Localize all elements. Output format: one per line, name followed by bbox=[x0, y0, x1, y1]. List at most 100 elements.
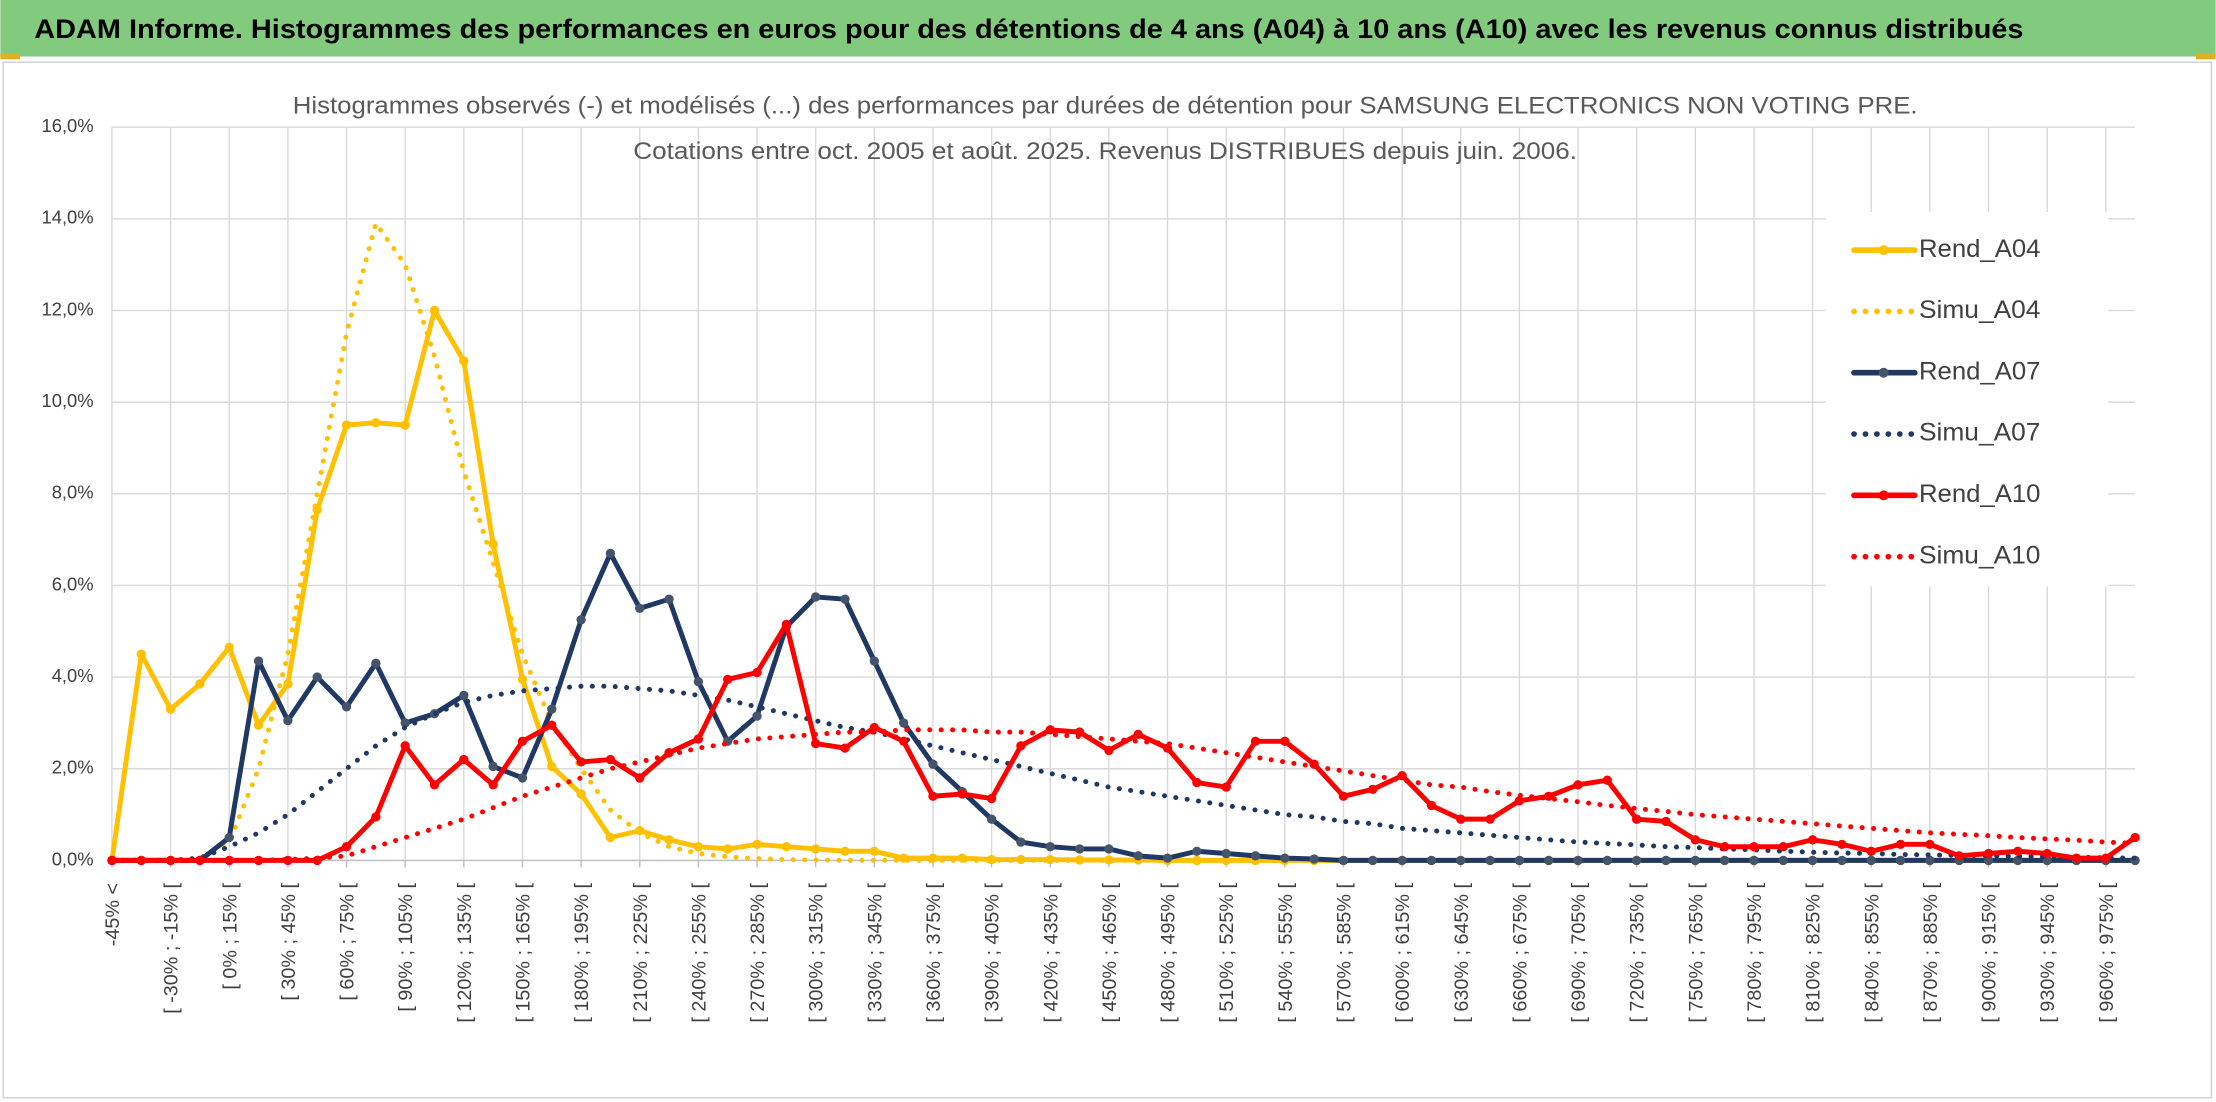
series-marker bbox=[1690, 855, 1700, 866]
series-marker bbox=[986, 793, 997, 804]
series-marker bbox=[576, 789, 586, 799]
series-marker bbox=[957, 789, 967, 799]
series-marker bbox=[1749, 855, 1759, 866]
series-marker bbox=[635, 603, 645, 614]
series-marker bbox=[928, 791, 938, 801]
series-marker bbox=[840, 846, 850, 856]
series-marker bbox=[635, 773, 645, 783]
series-marker bbox=[1104, 745, 1114, 756]
x-tick-label: [ 120% ; 135% [ bbox=[454, 883, 476, 1023]
series-marker bbox=[605, 548, 616, 559]
series-line bbox=[109, 727, 2138, 863]
series-marker bbox=[1397, 770, 1407, 781]
series-marker bbox=[1133, 729, 1143, 740]
series-marker bbox=[1485, 855, 1495, 866]
series-marker bbox=[224, 642, 234, 652]
series-line bbox=[109, 550, 2138, 863]
series-marker bbox=[1192, 846, 1202, 856]
series-marker bbox=[1397, 855, 1407, 866]
series-marker bbox=[341, 420, 352, 430]
legend-label: Simu_A04 bbox=[1919, 296, 2041, 324]
series-marker bbox=[371, 418, 381, 428]
series-marker bbox=[1631, 814, 1642, 824]
legend-label: Rend_A10 bbox=[1919, 480, 2041, 508]
x-tick-label: [ 690% ; 705% [ bbox=[1568, 883, 1590, 1023]
series-marker bbox=[1925, 839, 1935, 850]
legend-label: Rend_A07 bbox=[1919, 357, 2041, 385]
series-marker bbox=[341, 841, 352, 852]
series-marker bbox=[1544, 791, 1554, 801]
series-marker bbox=[1954, 851, 1964, 861]
series-marker bbox=[2013, 846, 2023, 856]
x-tick-label: [ 600% ; 615% [ bbox=[1392, 883, 1414, 1023]
y-tick-label: 2,0% bbox=[52, 757, 94, 778]
series-marker bbox=[1690, 835, 1700, 845]
series-marker bbox=[195, 679, 205, 689]
x-tick-label: [ 930% ; 945% [ bbox=[2037, 883, 2059, 1023]
series-marker bbox=[488, 539, 498, 549]
series-marker bbox=[312, 672, 322, 682]
x-tick-label: [ 960% ; 975% [ bbox=[2096, 883, 2118, 1023]
series-marker bbox=[1631, 855, 1642, 866]
series-marker bbox=[165, 704, 176, 714]
series-marker bbox=[1719, 855, 1730, 866]
series-marker bbox=[1104, 844, 1114, 854]
x-tick-label: [ 810% ; 825% [ bbox=[1803, 883, 1825, 1023]
series-marker bbox=[2042, 848, 2052, 859]
y-tick-label: 6,0% bbox=[52, 573, 94, 594]
series-marker bbox=[1045, 725, 1055, 735]
series-marker bbox=[1250, 736, 1261, 746]
series-marker bbox=[1162, 853, 1173, 863]
series-marker bbox=[400, 718, 410, 728]
x-tick-label: [ 870% ; 885% [ bbox=[1920, 883, 1942, 1023]
series-marker bbox=[1016, 837, 1026, 847]
series-marker bbox=[869, 656, 879, 666]
series-marker bbox=[605, 754, 616, 765]
series-marker bbox=[517, 674, 528, 685]
series-marker bbox=[488, 780, 498, 790]
series-marker bbox=[723, 674, 733, 685]
series-marker bbox=[1749, 841, 1759, 852]
series-marker bbox=[1602, 855, 1613, 866]
series-marker bbox=[1866, 855, 1876, 866]
series-marker bbox=[1221, 782, 1231, 792]
series-marker bbox=[253, 656, 264, 666]
y-tick-label: 8,0% bbox=[52, 482, 94, 503]
series-marker bbox=[1866, 846, 1876, 856]
series-marker bbox=[371, 812, 381, 822]
chart-subtitle: Cotations entre oct. 2005 et août. 2025.… bbox=[633, 138, 1577, 165]
series-marker bbox=[1456, 814, 1466, 824]
series-marker bbox=[1573, 780, 1583, 790]
header-title: ADAM Informe. Histogrammes des performan… bbox=[34, 14, 2023, 44]
series-marker bbox=[224, 832, 234, 843]
series-marker bbox=[2042, 855, 2052, 866]
series-marker bbox=[459, 690, 469, 701]
series-marker bbox=[1338, 791, 1349, 801]
series-marker bbox=[517, 773, 528, 783]
x-tick-label: [ 720% ; 735% [ bbox=[1627, 883, 1649, 1023]
series-marker bbox=[1104, 855, 1114, 865]
series-marker bbox=[1221, 848, 1231, 859]
series-marker bbox=[576, 615, 586, 625]
series-marker bbox=[253, 720, 264, 730]
x-tick-label: [ -30% ; -15% [ bbox=[161, 883, 183, 1014]
y-tick-label: 0,0% bbox=[52, 848, 94, 869]
series-marker bbox=[1309, 854, 1319, 864]
x-tick-label: [ 450% ; 465% [ bbox=[1099, 883, 1121, 1023]
x-tick-label: [ 270% ; 285% [ bbox=[747, 883, 769, 1023]
legend-label: Simu_A07 bbox=[1919, 419, 2041, 447]
series-marker bbox=[898, 718, 909, 728]
series-marker bbox=[723, 844, 733, 854]
series-marker bbox=[693, 841, 704, 852]
series-marker bbox=[341, 702, 352, 712]
x-tick-label: [ 660% ; 675% [ bbox=[1509, 883, 1531, 1023]
x-tick-label: [ 780% ; 795% [ bbox=[1744, 883, 1766, 1023]
x-tick-label: [ 750% ; 765% [ bbox=[1685, 883, 1707, 1023]
series-marker bbox=[840, 743, 850, 753]
series-marker bbox=[1426, 800, 1437, 811]
series-marker bbox=[1778, 841, 1788, 852]
y-tick-label: 14,0% bbox=[42, 207, 94, 228]
series-marker bbox=[840, 594, 850, 604]
series-marker bbox=[547, 761, 557, 772]
